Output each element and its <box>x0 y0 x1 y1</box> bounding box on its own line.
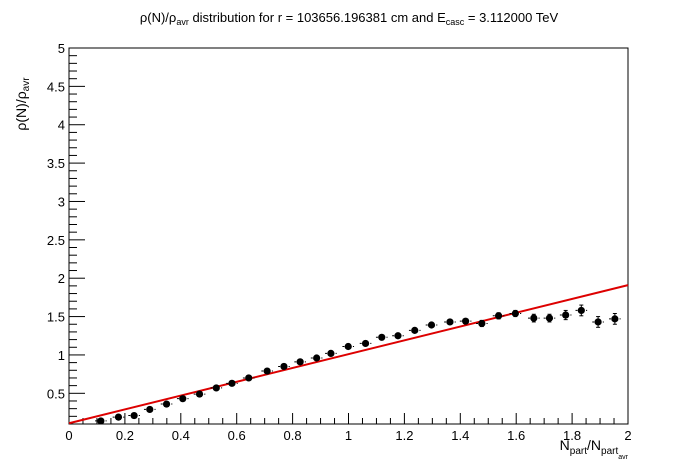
x-tick-label: 0.6 <box>228 428 246 443</box>
x-tick-label: 1 <box>345 428 352 443</box>
data-point <box>545 314 554 322</box>
data-point <box>611 315 619 323</box>
ylabel-sub-1: avr <box>21 77 32 92</box>
data-point <box>280 362 288 371</box>
xlabel-subsub: avr <box>618 454 628 461</box>
x-tick-label: 0.2 <box>116 428 134 443</box>
xlabel-sub-1: part <box>570 446 587 457</box>
xlabel-sub-2: part <box>601 446 618 457</box>
x-tick-label: 0 <box>65 428 72 443</box>
data-point <box>361 339 370 348</box>
data-point <box>228 379 236 387</box>
data-point <box>494 312 503 320</box>
y-tick-label: 2.5 <box>47 233 65 248</box>
data-point <box>427 321 436 329</box>
y-tick-label: 4.5 <box>47 79 65 94</box>
x-tick-label: 0.4 <box>172 428 190 443</box>
data-point <box>462 317 470 325</box>
x-tick-label: 0.8 <box>284 428 302 443</box>
x-axis-label: Npart/Npartavr <box>560 437 629 461</box>
data-point <box>162 400 171 408</box>
data-point <box>114 413 123 421</box>
data-point <box>562 311 570 319</box>
fit-line <box>68 284 629 425</box>
data-point <box>530 314 538 322</box>
data-point <box>296 358 304 366</box>
data-point <box>594 318 602 326</box>
y-tick-label: 2 <box>58 271 65 286</box>
data-point <box>327 349 335 358</box>
data-point <box>245 374 253 382</box>
ylabel-part-1: ρ(N)/ρ <box>13 91 29 130</box>
data-point <box>411 326 419 334</box>
x-tick-label: 1.6 <box>507 428 525 443</box>
x-tick-label: 1.4 <box>451 428 469 443</box>
y-tick-label: 0.5 <box>47 386 65 401</box>
y-tick-label: 3 <box>58 194 65 209</box>
axes: 0 0.2 0.4 0.6 0.8 1 1.2 1.4 1.6 1.8 2 0.5 1 1.5 2 2.5 3 3… <box>47 41 632 443</box>
data-point <box>179 395 187 403</box>
title-sub-2: casc <box>446 17 465 27</box>
chart-title: ρ(N)/ρavr distribution for r = 103656.19… <box>140 10 559 27</box>
data-point <box>195 390 204 398</box>
data-point <box>130 411 138 420</box>
data-point <box>146 405 154 414</box>
data-point <box>263 367 271 375</box>
xlabel-part-1: N <box>560 437 570 453</box>
data-point <box>511 309 519 318</box>
y-tick-label: 5 <box>58 41 65 56</box>
data-point <box>212 384 220 392</box>
data-point <box>378 333 386 341</box>
title-part-2: distribution for r = 103656.196381 cm an… <box>189 10 446 25</box>
xlabel-part-2: /N <box>587 437 601 453</box>
y-tick-label: 4 <box>58 118 65 133</box>
data-point <box>478 319 486 328</box>
title-part-1: ρ(N)/ρ <box>140 10 176 25</box>
data-point <box>313 354 321 362</box>
x-tick-label: 1.2 <box>395 428 413 443</box>
data-point <box>97 417 105 425</box>
data-layer <box>68 284 629 425</box>
data-point <box>577 306 585 315</box>
y-tick-label: 3.5 <box>47 156 65 171</box>
y-tick-label: 1.5 <box>47 310 65 325</box>
data-point <box>446 318 454 326</box>
x-tick-label: 2 <box>624 428 631 443</box>
y-axis-label: ρ(N)/ρavr <box>13 77 32 131</box>
y-tick-label: 1 <box>58 348 65 363</box>
title-sub-1: avr <box>176 17 189 27</box>
x-tick-label: 1.8 <box>563 428 581 443</box>
data-point <box>344 342 352 351</box>
title-part-3: = 3.112000 TeV <box>464 10 558 25</box>
data-point <box>394 332 402 340</box>
